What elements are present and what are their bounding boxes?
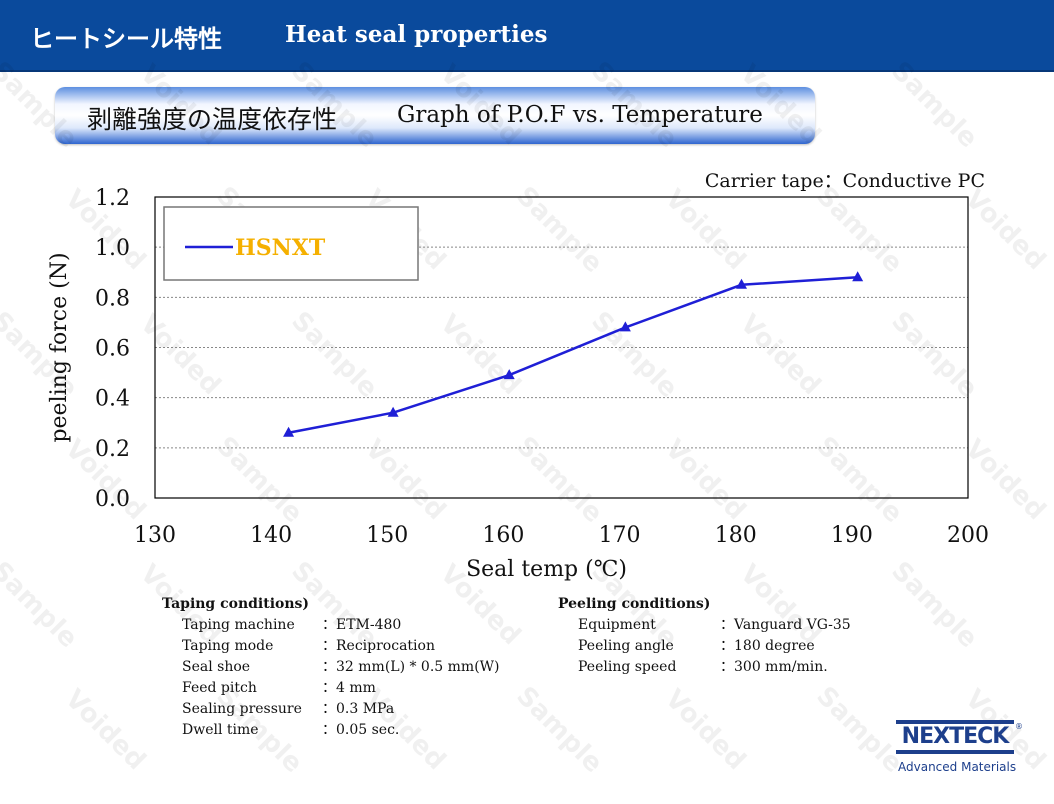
nexteck-logo: NEXTECK ® Advanced Materials (896, 718, 1023, 780)
subtitle-jp: 剥離強度の温度依存性 (87, 105, 338, 134)
taping-condition-row: Sealing pressure ：0.3 MPa (162, 699, 500, 720)
x-tick-label: 190 (831, 523, 873, 548)
taping-condition-value: ：4 mm (322, 680, 376, 696)
taping-condition-value: ：32 mm(L) * 0.5 mm(W) (322, 659, 500, 675)
taping-condition-label: Seal shoe (182, 659, 251, 675)
taping-condition-row: Feed pitch ：4 mm (162, 678, 500, 699)
peeling-conditions-heading: Peeling conditions) (558, 596, 711, 612)
x-tick-label: 150 (366, 523, 408, 548)
data-point-marker (283, 426, 295, 437)
x-axis-label: Seal temp (℃) (466, 557, 627, 582)
taping-condition-label: Dwell time (182, 722, 259, 738)
series-hsnxt (283, 271, 864, 437)
x-tick-labels: 130 140 150 160 170 180 190 200 (134, 523, 989, 548)
y-tick-label: 0.8 (95, 286, 130, 311)
x-tick-label: 130 (134, 523, 176, 548)
peeling-condition-row: Peeling angle ：180 degree (558, 636, 851, 657)
data-point-marker (736, 278, 748, 289)
y-tick-label: 0.4 (95, 387, 130, 412)
subtitle-en: Graph of P.O.F vs. Temperature (397, 102, 763, 128)
y-tick-labels: 0.0 0.2 0.4 0.6 0.8 1.0 1.2 (95, 186, 130, 512)
data-point-marker (852, 271, 864, 282)
peeling-condition-value: ：300 mm/min. (720, 659, 828, 675)
y-tick-label: 0.2 (95, 437, 130, 462)
y-tick-label: 1.0 (95, 236, 130, 261)
watermark-text: Sample (510, 681, 609, 779)
peeling-condition-row: Peeling speed ：300 mm/min. (558, 657, 851, 678)
y-tick-label: 1.2 (95, 186, 130, 211)
taping-condition-value: ：0.3 MPa (322, 701, 395, 717)
subtitle-bar: 剥離強度の温度依存性 Graph of P.O.F vs. Temperatur… (55, 87, 815, 144)
series-line-hsnxt (288, 276, 858, 435)
grid-lines (155, 246, 968, 449)
legend: HSNXT (163, 206, 419, 281)
taping-condition-value: ：0.05 sec. (322, 722, 400, 738)
taping-condition-row: Taping mode ：Reciprocation (162, 636, 500, 657)
carrier-tape-note: Carrier tape：Conductive PC (705, 170, 985, 192)
watermark-text: Sample (810, 681, 909, 779)
y-axis-label: peeling force (N) (47, 252, 72, 442)
taping-condition-row: Taping machine ：ETM-480 (162, 615, 500, 636)
x-tick-label: 200 (947, 523, 989, 548)
peeling-condition-label: Peeling speed (578, 659, 677, 675)
logo-tagline: Advanced Materials (898, 760, 1017, 774)
taping-conditions-heading: Taping conditions) (162, 596, 310, 612)
x-tick-label: 180 (715, 523, 757, 548)
peeling-condition-value: ：180 degree (720, 638, 815, 654)
data-point-marker (619, 321, 631, 332)
y-tick-label: 0.0 (95, 487, 130, 512)
peeling-force-chart: Carrier tape：Conductive PC 0.00.20.40.60… (47, 170, 989, 582)
taping-condition-row: Seal shoe ：32 mm(L) * 0.5 mm(W) (162, 657, 500, 678)
legend-label-hsnxt: HSNXT (235, 235, 326, 261)
logo-registered-mark: ® (1015, 722, 1023, 731)
watermark-text: Voided (659, 683, 752, 777)
x-tick-label: 140 (250, 523, 292, 548)
taping-condition-value: ：Reciprocation (322, 638, 435, 654)
header-title-en: Heat seal properties (285, 21, 548, 48)
taping-condition-row: Dwell time ：0.05 sec. (162, 720, 500, 741)
taping-condition-value: ：ETM-480 (322, 617, 402, 633)
taping-condition-label: Sealing pressure (182, 701, 302, 717)
taping-conditions-table: Taping machine ：ETM-480 Taping mode ：Recipr… (162, 615, 500, 741)
header-title-jp: ヒートシール特性 (30, 25, 222, 53)
y-tick-label: 0.6 (95, 337, 130, 362)
peeling-condition-label: Equipment (578, 617, 656, 633)
peeling-conditions-table: Equipment ：Vanguard VG-35 Peeling angle ：18… (558, 615, 851, 678)
watermark-text: Voided (59, 683, 152, 777)
data-point-marker (503, 369, 515, 380)
peeling-condition-label: Peeling angle (578, 638, 674, 654)
taping-condition-label: Feed pitch (182, 680, 257, 696)
logo-name: NEXTECK (896, 720, 1014, 754)
data-point-marker (387, 406, 399, 417)
peeling-conditions: Peeling conditions) Equipment ：Vanguard V… (558, 596, 851, 678)
peeling-condition-value: ：Vanguard VG-35 (720, 617, 851, 633)
taping-condition-label: Taping mode (182, 638, 274, 654)
x-tick-label: 160 (482, 523, 524, 548)
header-bar: ヒートシール特性 Heat seal properties (0, 0, 1054, 72)
legend-box (163, 206, 419, 281)
plot-frame (154, 196, 969, 499)
peeling-condition-row: Equipment ：Vanguard VG-35 (558, 615, 851, 636)
x-tick-label: 170 (599, 523, 641, 548)
taping-condition-label: Taping machine (182, 617, 295, 633)
taping-conditions: Taping conditions) Taping machine ：ETM-48… (162, 596, 500, 741)
